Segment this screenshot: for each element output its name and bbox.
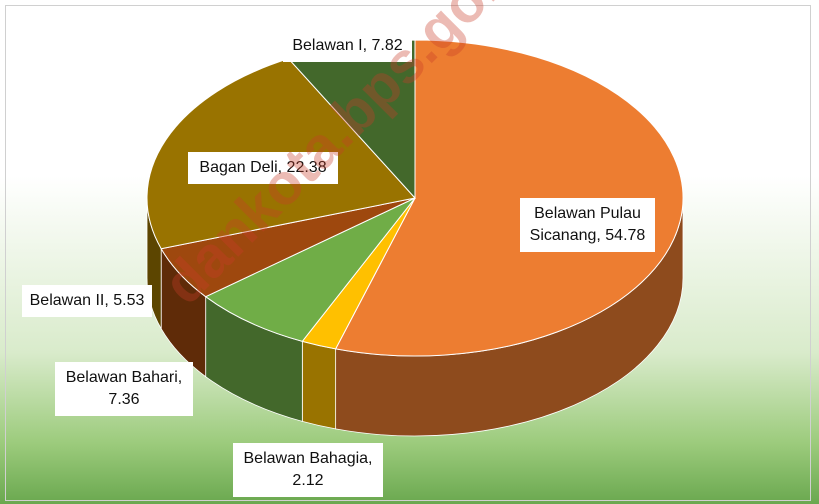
data-label: Belawan I, 7.82: [283, 30, 412, 62]
data-label: Belawan Bahagia, 2.12: [233, 443, 383, 497]
frame: [5, 5, 811, 501]
pie-side: [301, 340, 337, 430]
data-label: Belawan II, 5.53: [22, 285, 152, 317]
pie-slice: [334, 39, 684, 357]
pie-slice: [204, 197, 416, 342]
data-label: Belawan Pulau Sicanang, 54.78: [520, 198, 655, 252]
data-label: Bagan Deli, 22.38: [188, 152, 338, 184]
data-label: Belawan Bahari, 7.36: [55, 362, 193, 416]
